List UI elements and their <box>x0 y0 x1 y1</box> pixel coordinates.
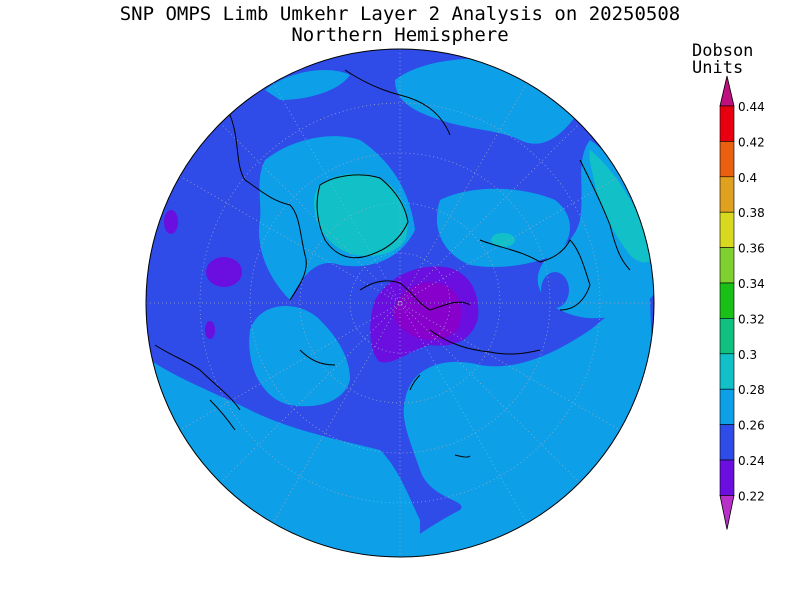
colorbar-tick-label: 0.42 <box>738 135 765 149</box>
region-0.30-east <box>589 150 654 263</box>
colorbar-block-0.32 <box>719 318 735 355</box>
colorbar-tick-label: 0.36 <box>738 242 765 256</box>
colorbar-block-0.34 <box>719 282 735 319</box>
colorbar-tick-label: 0.34 <box>738 277 765 291</box>
region-0.24-small-west <box>164 210 178 234</box>
colorbar-block-0.42 <box>719 141 735 178</box>
colorbar-tick-label: 0.22 <box>738 489 765 503</box>
colorbar-tick-label: 0.4 <box>738 171 757 185</box>
map-boundary <box>145 48 655 558</box>
coastlines <box>154 69 631 458</box>
region-0.30-small <box>491 233 515 247</box>
units-label-line2: Units <box>692 58 744 78</box>
region-0.28-east <box>537 140 654 319</box>
units-label-line1: Dobson <box>692 41 754 61</box>
colorbar-block-0.36 <box>719 247 735 284</box>
region-0.24-west <box>206 257 242 287</box>
colorbar-block-0.38 <box>719 211 735 248</box>
map-subtitle: Northern Hemisphere <box>291 24 509 46</box>
colorbar-block-0.24 <box>719 459 735 496</box>
colorbar-block-0.4 <box>719 176 735 213</box>
colorbar-block-0.28 <box>719 388 735 425</box>
colorbar-tick-label: 0.24 <box>738 454 765 468</box>
colorbar-block-0.26 <box>719 424 735 461</box>
colorbar-above-triangle <box>719 75 735 107</box>
colorbar-tick-label: 0.26 <box>738 419 765 433</box>
region-0.22-pole <box>393 282 462 340</box>
map-title: SNP OMPS Limb Umkehr Layer 2 Analysis on… <box>119 3 681 25</box>
region-0.24-small-sw <box>205 321 215 339</box>
region-0.28-upper-left <box>265 70 350 100</box>
colorbar-tick-label: 0.3 <box>738 348 757 362</box>
colorbar-below-triangle <box>719 494 735 530</box>
colorbar-block-0.44 <box>719 105 735 142</box>
colorbar-tick-label: 0.44 <box>738 100 765 114</box>
region-0.24-east <box>541 272 569 308</box>
colorbar-tick-label: 0.28 <box>738 383 765 397</box>
region-0.28-northeast <box>436 188 570 267</box>
colorbar-tick-label: 0.32 <box>738 312 765 326</box>
colorbar-block-0.3 <box>719 353 735 390</box>
colorbar-tick-label: 0.38 <box>738 206 765 220</box>
region-0.28-atlantic <box>249 306 350 407</box>
